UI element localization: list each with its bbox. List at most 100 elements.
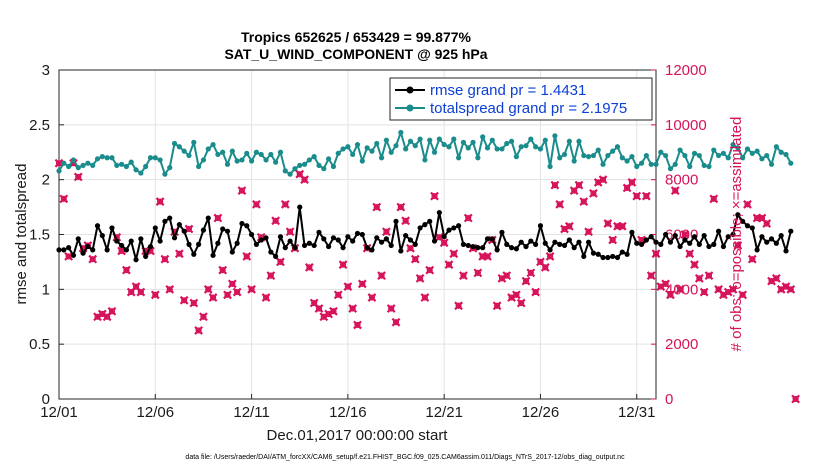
obs-assimilated-point	[589, 188, 598, 198]
x-tick-label: 12/01	[40, 404, 78, 421]
totalspread-point	[407, 138, 414, 144]
rmse-point	[480, 245, 486, 251]
obs-assimilated-point	[382, 227, 391, 237]
obs-assimilated-point	[401, 216, 411, 226]
obs-assimilated-point	[372, 202, 382, 212]
rmse-point	[152, 225, 158, 231]
totalspread-point	[186, 152, 192, 159]
totalspread-point	[518, 144, 524, 150]
obs-possible-point	[123, 267, 130, 274]
obs-possible-point	[460, 272, 467, 279]
totalspread-point	[138, 170, 144, 176]
rmse-point	[393, 218, 399, 224]
y-tick-label: 0.5	[29, 336, 50, 353]
rmse-point	[634, 240, 640, 246]
rmse-point	[335, 237, 341, 243]
rmse-point	[484, 236, 491, 242]
obs-assimilated-point	[208, 293, 218, 302]
rmse-point	[783, 248, 789, 254]
obs-possible-point	[599, 176, 607, 183]
totalspread-point	[85, 160, 91, 166]
obs-assimilated-point	[747, 254, 757, 264]
rmse-point	[388, 242, 394, 249]
rmse-point	[316, 229, 322, 235]
rmse-point	[744, 223, 751, 229]
totalspread-point	[99, 154, 105, 160]
obs-possible-point	[532, 288, 539, 296]
obs-possible-point	[339, 261, 347, 268]
obs-possible-point	[152, 291, 159, 298]
rmse-point	[244, 223, 250, 229]
y-tick-label: 3	[42, 62, 50, 79]
totalspread-point	[196, 163, 202, 170]
obs-possible-point	[311, 299, 318, 307]
rmse-point	[566, 237, 572, 243]
obs-possible-point	[734, 242, 741, 249]
obs-possible-point	[248, 286, 255, 293]
y2-tick-label: 10000	[665, 117, 707, 134]
obs-assimilated-point	[632, 191, 642, 201]
rmse-point	[431, 238, 438, 244]
totalspread-point	[475, 155, 481, 161]
obs-assimilated-point	[627, 178, 637, 187]
obs-possible-point	[108, 308, 116, 315]
rmse-point	[663, 231, 669, 238]
totalspread-point	[484, 145, 491, 151]
totalspread-point	[104, 155, 110, 161]
obs-assimilated-point	[415, 273, 425, 283]
obs-possible-point	[176, 250, 183, 257]
rmse-point	[258, 237, 264, 243]
obs-possible-point	[392, 319, 400, 326]
obs-assimilated-point	[304, 263, 314, 272]
totalspread-point	[200, 157, 207, 163]
totalspread-point	[273, 159, 279, 165]
totalspread-point	[427, 137, 433, 143]
obs-assimilated-point	[473, 268, 483, 278]
totalspread-point	[287, 171, 293, 177]
rmse-point	[508, 245, 515, 251]
totalspread-point	[720, 150, 727, 156]
obs-possible-point	[214, 214, 221, 222]
totalspread-point	[537, 146, 544, 152]
totalspread-point	[788, 160, 794, 166]
obs-possible-point	[455, 302, 462, 309]
rmse-point	[754, 247, 760, 253]
rmse-point	[778, 232, 784, 239]
rmse-point	[220, 226, 226, 232]
totalspread-point	[571, 158, 577, 164]
obs-possible-point	[681, 231, 688, 238]
totalspread-point	[412, 143, 418, 149]
obs-assimilated-point	[545, 252, 555, 261]
totalspread-point	[316, 162, 322, 169]
y-tick-label: 1.5	[29, 227, 50, 244]
rmse-point	[764, 239, 770, 245]
rmse-point	[205, 215, 211, 221]
totalspread-point	[292, 166, 298, 172]
totalspread-point	[152, 155, 158, 161]
totalspread-point	[576, 138, 582, 144]
obs-assimilated-point	[64, 252, 74, 261]
totalspread-point	[566, 138, 572, 144]
obs-assimilated-point	[73, 172, 83, 182]
obs-possible-point	[494, 302, 501, 309]
rmse-point	[614, 254, 621, 261]
totalspread-point	[499, 146, 505, 152]
rmse-point	[369, 247, 375, 253]
totalspread-point	[460, 139, 467, 145]
obs-assimilated-point	[771, 273, 781, 283]
rmse-point	[287, 238, 293, 244]
rmse-point	[749, 225, 755, 231]
rmse-point	[75, 236, 81, 242]
totalspread-point	[581, 152, 587, 159]
x-tick-label: 12/06	[137, 404, 175, 421]
rmse-point	[200, 227, 207, 233]
obs-assimilated-point	[136, 287, 146, 297]
rmse-point	[167, 215, 173, 221]
obs-assimilated-point	[343, 282, 353, 291]
rmse-point	[581, 253, 587, 260]
obs-assimilated-point	[526, 268, 536, 278]
legend-rmse-marker	[406, 86, 414, 94]
series-totalspread	[56, 129, 794, 177]
obs-possible-point	[628, 179, 636, 186]
totalspread-point	[157, 157, 163, 163]
